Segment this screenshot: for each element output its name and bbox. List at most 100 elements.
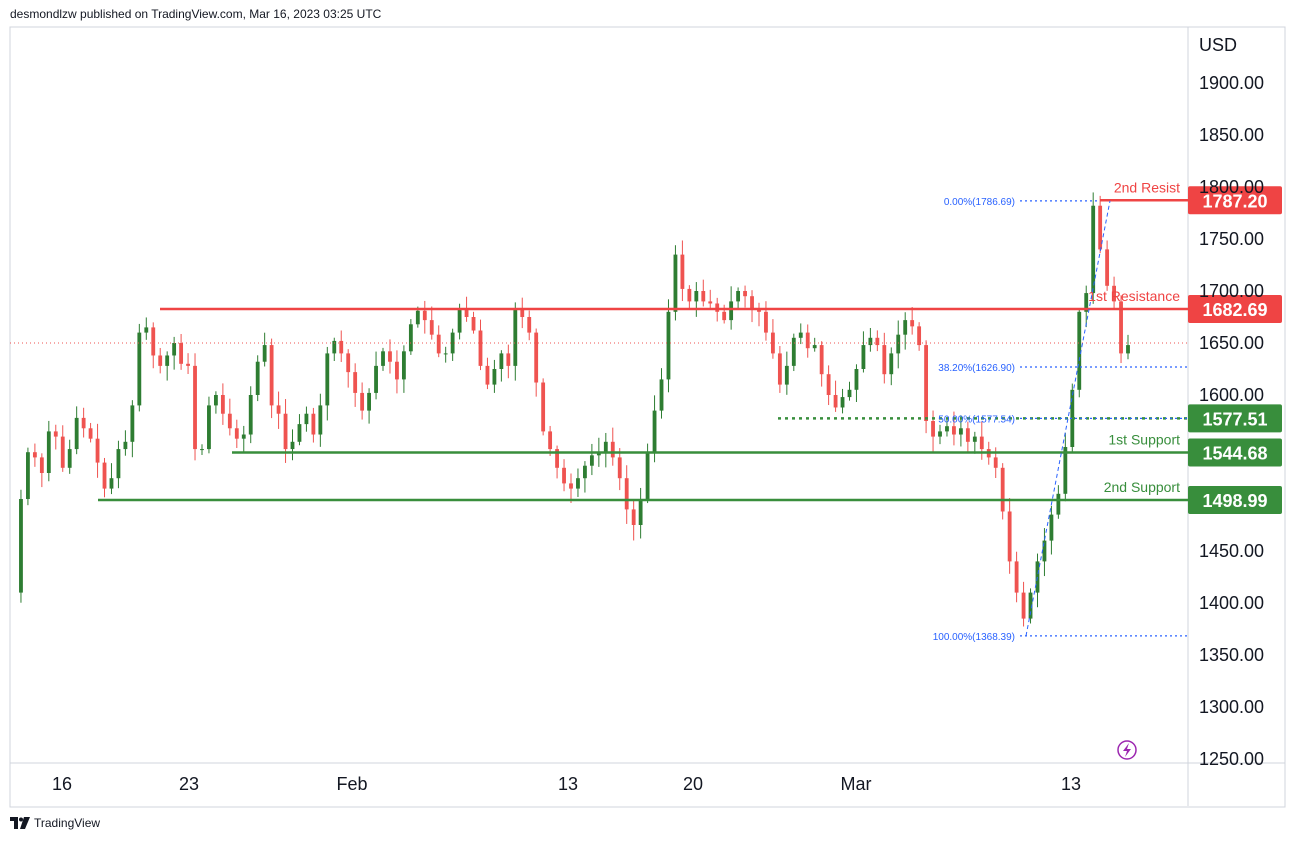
candle-body: [220, 395, 225, 414]
lightning-icon: [1117, 740, 1137, 760]
candle-body: [262, 345, 267, 362]
candle-body: [388, 351, 392, 362]
tradingview-footer[interactable]: TradingView: [10, 816, 100, 830]
candle-body: [137, 332, 142, 406]
candle-body: [541, 382, 546, 432]
x-tick-label: 13: [1061, 774, 1081, 794]
level-price-badge-text: 1498.99: [1202, 491, 1267, 511]
candle-body: [520, 309, 525, 317]
x-tick-label: 23: [179, 774, 199, 794]
candle-body: [429, 320, 434, 335]
level-price-badge: [1188, 404, 1282, 433]
candle-body: [464, 309, 469, 317]
candle-body: [903, 320, 908, 335]
candle-body: [631, 509, 636, 525]
candle-body: [186, 363, 190, 366]
level-label: 2nd Support: [1104, 479, 1180, 495]
candle-body: [805, 332, 810, 349]
candle-body: [1014, 561, 1019, 593]
candle-body: [1126, 345, 1130, 354]
candle-body: [965, 428, 970, 442]
candle-body: [1063, 447, 1068, 494]
candle-body: [1000, 467, 1005, 512]
candle-body: [617, 457, 622, 479]
candle-body: [513, 309, 518, 366]
candle-body: [318, 405, 323, 435]
candle-body: [1021, 592, 1026, 619]
candle-body: [95, 438, 100, 463]
y-tick-label: 1250.00: [1199, 749, 1264, 769]
candle-body: [1028, 592, 1033, 619]
fib-level-label: 100.00%(1368.39): [933, 632, 1015, 643]
tradingview-logo-icon: [10, 817, 30, 829]
candle-body: [478, 330, 483, 366]
candle-body: [854, 369, 859, 390]
candle-body: [19, 499, 23, 593]
candle-body: [910, 320, 915, 327]
candle-body: [576, 478, 580, 489]
fib-level-label: 0.00%(1786.69): [944, 197, 1015, 208]
candle-body: [610, 441, 615, 458]
fib-trend-line: [1025, 200, 1111, 636]
candle-body: [81, 417, 86, 429]
x-tick-label: 13: [558, 774, 578, 794]
candle-body: [381, 351, 385, 366]
candle-body: [172, 343, 177, 356]
candle-body: [353, 372, 358, 393]
x-tick-label: 16: [52, 774, 72, 794]
candle-body: [548, 431, 553, 450]
candle-body: [102, 462, 107, 489]
y-tick-label: 1700.00: [1199, 281, 1264, 301]
y-tick-label: 1600.00: [1199, 385, 1264, 405]
candle-body: [200, 449, 204, 451]
candle-body: [297, 424, 302, 442]
candle-body: [757, 309, 761, 312]
candle-body: [360, 392, 365, 411]
y-tick-label: 1300.00: [1199, 697, 1264, 717]
candle-body: [492, 369, 497, 385]
candle-body: [32, 452, 37, 458]
candle-body: [457, 309, 462, 333]
candle-body: [555, 449, 559, 468]
candle-body: [938, 431, 942, 437]
candle-body: [283, 413, 288, 450]
candle-body: [374, 365, 378, 393]
candle-body: [652, 410, 657, 453]
candle-body: [680, 254, 685, 289]
candle-body: [1084, 293, 1089, 312]
y-tick-label: 1350.00: [1199, 645, 1264, 665]
candle-body: [589, 455, 594, 466]
y-tick-label: 1850.00: [1199, 125, 1264, 145]
candle-body: [179, 343, 184, 364]
candle-body: [847, 389, 852, 398]
candle-body: [952, 426, 956, 435]
currency-label: USD: [1199, 35, 1237, 55]
candle-body: [1119, 301, 1123, 354]
candle-body: [269, 345, 274, 406]
candle-body: [645, 452, 650, 499]
y-tick-label: 1800.00: [1199, 177, 1264, 197]
y-tick-label: 1900.00: [1199, 73, 1264, 93]
candle-body: [666, 311, 671, 380]
candle-body: [715, 303, 720, 312]
level-price-badge: [1188, 486, 1282, 515]
candle-body: [1098, 205, 1103, 250]
candle-body: [798, 332, 803, 338]
candle-body: [193, 365, 197, 450]
candle-body: [485, 365, 490, 385]
candlestick-series: [10, 192, 1188, 627]
candle-body: [401, 351, 406, 380]
candle-body: [638, 499, 643, 525]
candle-body: [826, 374, 831, 395]
level-price-badge: [1188, 295, 1282, 324]
candle-body: [1105, 249, 1110, 286]
candle-body: [583, 465, 587, 479]
candle-body: [408, 324, 413, 352]
candle-body: [875, 337, 880, 346]
level-price-badge-text: 1577.51: [1202, 409, 1267, 429]
candle-body: [1077, 311, 1082, 390]
candle-body: [255, 361, 260, 395]
candle-body: [569, 483, 573, 489]
candle-body: [46, 431, 51, 473]
